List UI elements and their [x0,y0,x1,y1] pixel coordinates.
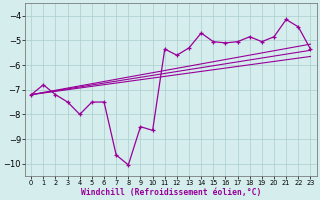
X-axis label: Windchill (Refroidissement éolien,°C): Windchill (Refroidissement éolien,°C) [81,188,261,197]
